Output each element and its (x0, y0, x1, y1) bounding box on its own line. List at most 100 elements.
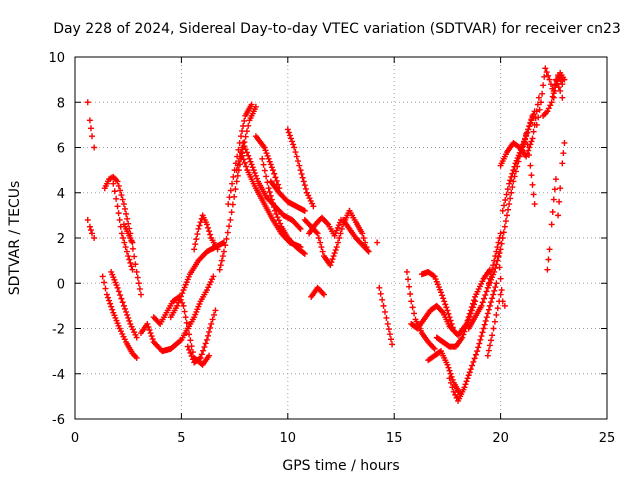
data-point (120, 302, 127, 309)
series-s8 (137, 273, 217, 355)
series-s28 (403, 268, 438, 352)
data-point (297, 167, 304, 174)
data-point (270, 204, 277, 211)
data-point (499, 235, 506, 241)
data-point (243, 149, 250, 156)
data-point (125, 220, 132, 227)
data-point (502, 218, 509, 225)
data-point (329, 256, 336, 263)
data-point (535, 114, 542, 121)
data-point (132, 261, 139, 268)
data-point (251, 169, 258, 176)
data-point (386, 331, 393, 338)
data-point (121, 239, 128, 246)
data-point (197, 219, 204, 226)
data-point (186, 346, 193, 353)
series-s17 (252, 133, 283, 192)
series-s26 (374, 239, 381, 246)
data-point (115, 210, 122, 217)
data-point (246, 155, 253, 162)
data-point (230, 173, 237, 180)
data-point (327, 262, 334, 269)
data-point (439, 308, 446, 315)
data-point (117, 187, 124, 194)
data-point (526, 123, 533, 130)
data-point (561, 139, 568, 146)
data-point (272, 207, 279, 214)
data-point (525, 126, 532, 133)
data-point (227, 187, 234, 194)
data-point (239, 152, 246, 159)
data-point (493, 261, 500, 268)
data-point (301, 207, 308, 214)
data-point (86, 117, 93, 124)
data-point (494, 257, 501, 264)
data-point (491, 318, 498, 325)
data-point (273, 177, 280, 184)
data-point (129, 266, 136, 273)
data-point (229, 180, 236, 187)
data-point (440, 295, 447, 302)
series-s22 (306, 214, 344, 239)
data-point (136, 285, 143, 292)
data-point (127, 320, 134, 327)
data-point (180, 302, 187, 309)
data-point (210, 273, 217, 280)
data-point (262, 147, 269, 154)
data-point (87, 227, 94, 234)
data-point (131, 253, 138, 260)
data-point (297, 225, 304, 232)
data-point (495, 253, 502, 260)
data-points (84, 65, 568, 404)
data-point (474, 348, 481, 355)
data-point (127, 259, 134, 266)
data-point (335, 239, 342, 246)
data-point (408, 298, 415, 305)
data-point (462, 381, 469, 388)
data-point (547, 102, 554, 109)
data-point (206, 281, 213, 288)
data-point (502, 196, 509, 203)
data-point (472, 351, 479, 358)
data-point (84, 99, 91, 106)
data-point (108, 303, 115, 310)
series-s35 (484, 291, 504, 359)
data-point (266, 158, 273, 165)
data-point (403, 268, 410, 275)
data-point (302, 185, 309, 192)
data-point (128, 323, 135, 330)
data-point (209, 316, 216, 323)
series-s31 (425, 348, 464, 398)
series-s9 (150, 293, 213, 368)
data-point (240, 156, 247, 163)
data-point (195, 225, 202, 232)
data-point (123, 248, 130, 255)
data-point (241, 143, 248, 150)
data-point (146, 327, 153, 334)
data-point (331, 250, 338, 257)
data-point (557, 185, 564, 192)
data-point (181, 308, 188, 315)
data-point (491, 268, 498, 275)
data-point (149, 336, 156, 343)
data-point (118, 192, 125, 199)
data-point (485, 347, 492, 354)
data-point (523, 130, 530, 137)
y-tick-label: 4 (57, 187, 65, 202)
data-point (206, 352, 213, 359)
data-point (438, 289, 445, 296)
data-point (508, 189, 515, 196)
x-axis-label: GPS time / hours (282, 458, 399, 474)
data-point (233, 178, 240, 185)
data-point (187, 349, 194, 356)
data-point (205, 284, 212, 291)
data-point (117, 328, 124, 335)
data-point (527, 162, 534, 169)
data-point (464, 375, 471, 382)
data-point (148, 333, 155, 340)
data-point (488, 337, 495, 344)
data-point (449, 324, 456, 331)
data-point (528, 172, 535, 179)
series-s12 (191, 212, 221, 253)
data-point (497, 246, 504, 253)
